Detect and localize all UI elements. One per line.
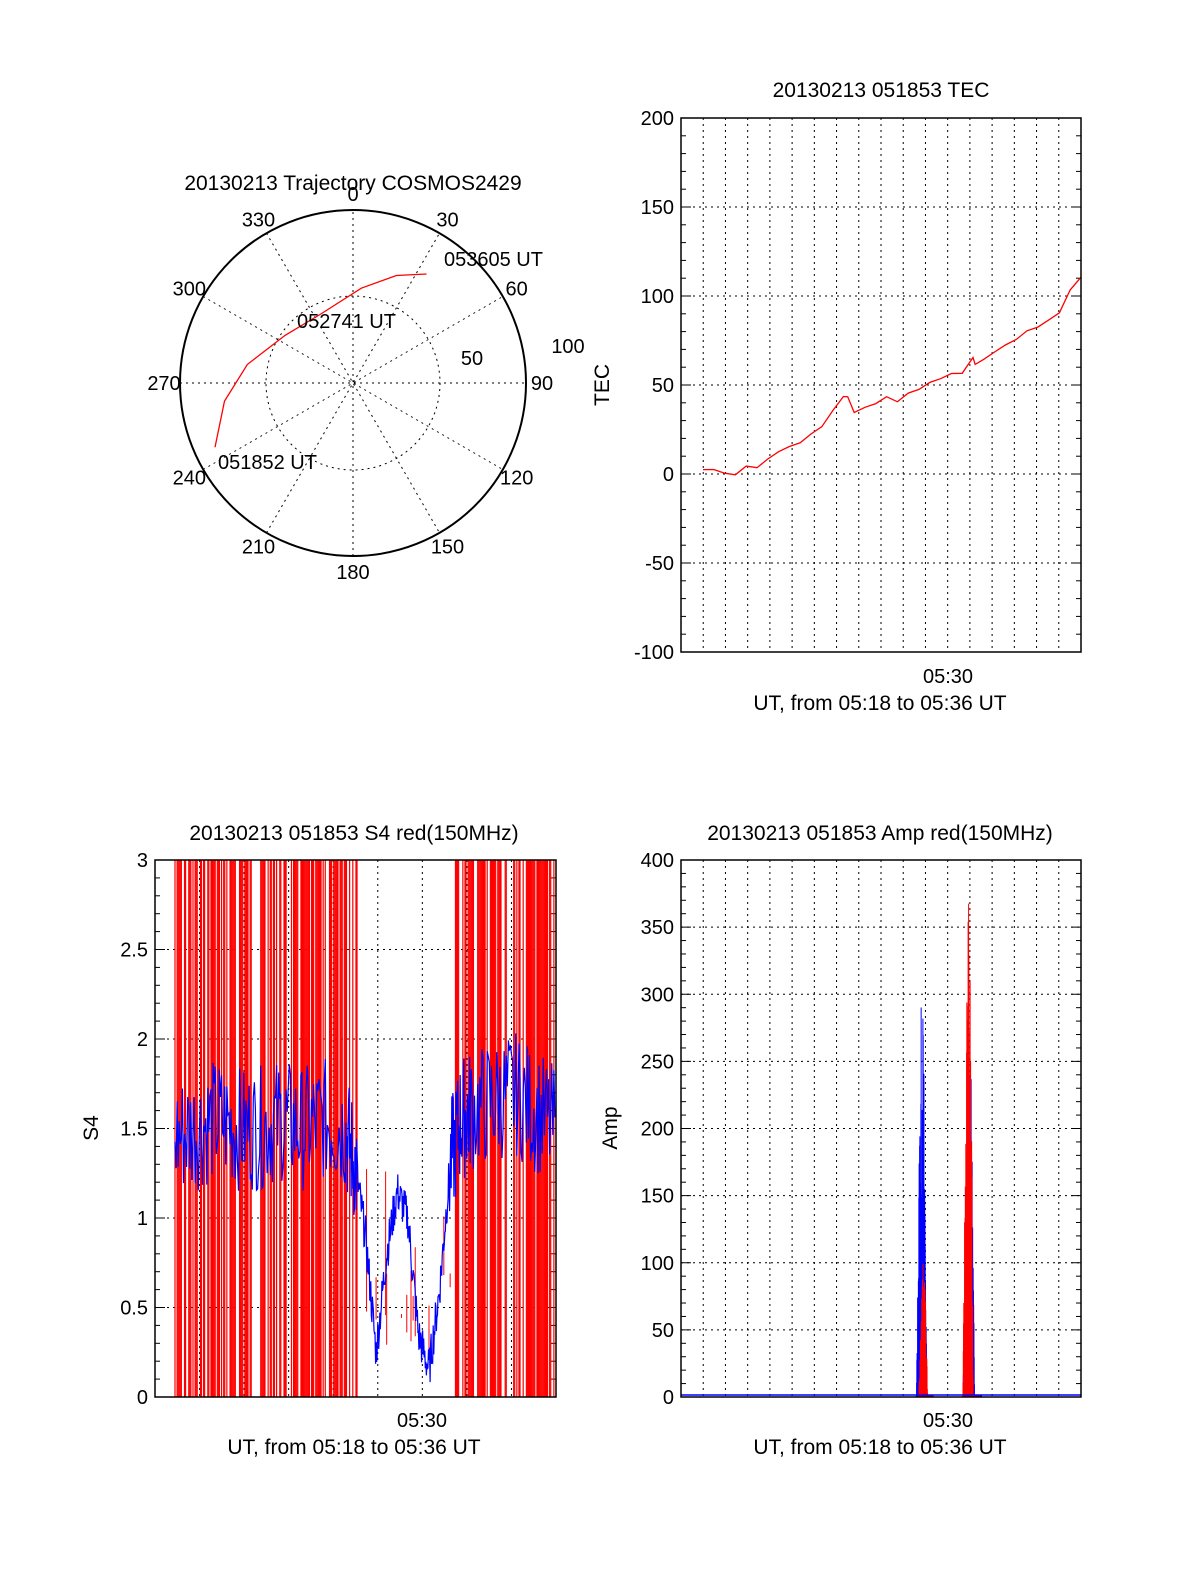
s4-y-tick-labels: 3 2.5 2 1.5 1 0.5 0 [120,850,148,1409]
amp-y-axis-label: Amp [599,1106,622,1149]
trajectory-end-time: 053605 UT [444,249,543,271]
y-tick-label: 150 [641,197,674,219]
trajectory-start-time: 051852 UT [218,452,317,474]
amp-x-axis-label: UT, from 05:18 to 05:36 UT [753,1436,1006,1459]
polar-azimuth-label: 180 [336,562,369,584]
polar-title: 20130213 Trajectory COSMOS2429 [184,172,521,195]
amp-panel: 20130213 051853 Amp red(150MHz) 400 350 30… [599,822,1082,1459]
y-tick-label: 300 [641,984,674,1006]
tec-y-tick-labels: 200 150 100 50 0 -50 -100 [634,108,674,664]
y-tick-label: 0.5 [120,1298,148,1320]
polar-azimuth-label: 330 [242,209,275,231]
y-tick-label: 3 [137,850,148,872]
trajectory-line [214,273,427,448]
tec-series-line [702,276,1082,476]
y-tick-label: 200 [641,108,674,130]
polar-azimuth-label: 60 [506,279,528,301]
amp-red-series [917,903,980,1397]
polar-ring-label-100: 100 [551,336,584,358]
amp-grid [681,860,1081,1397]
y-tick-label: 1 [137,1208,148,1230]
tec-panel: 20130213 051853 TEC 200150100500-50-100 … [591,79,1082,715]
tec-x-axis-label: UT, from 05:18 to 05:36 UT [753,692,1006,715]
y-tick-label: 50 [652,375,674,397]
polar-spoke [266,232,440,534]
amp-plot-frame [680,859,1082,1398]
amp-x-tick-label: 05:30 [923,1410,973,1432]
y-tick-label: 250 [641,1051,674,1073]
polar-azimuth-label: 210 [242,537,275,559]
tec-title: 20130213 051853 TEC [773,79,990,102]
s4-x-tick-label: 05:30 [397,1410,447,1432]
y-tick-label: 350 [641,917,674,939]
polar-azimuth-label: 30 [436,209,458,231]
y-tick-label: -100 [634,642,674,664]
polar-azimuth-label: 150 [431,537,464,559]
trajectory-mid-time: 052741 UT [297,311,396,333]
s4-blue-series-line [174,1033,556,1383]
y-tick-label: 100 [641,286,674,308]
y-tick-label: 2.5 [120,940,148,962]
s4-y-axis-label: S4 [80,1115,103,1141]
y-tick-label: -50 [645,553,674,575]
polar-azimuth-label: 120 [500,468,533,490]
polar-ring-label-50: 50 [461,348,483,370]
y-tick-label: 100 [641,1253,674,1275]
amp-title: 20130213 051853 Amp red(150MHz) [707,822,1053,845]
tec-x-tick-label: 05:30 [923,666,973,688]
polar-azimuth-label: 90 [531,373,553,395]
y-tick-label: 2 [137,1029,148,1051]
y-tick-label: 150 [641,1186,674,1208]
y-tick-label: 0 [663,464,674,486]
polar-spoke [202,296,504,470]
y-tick-label: 200 [641,1119,674,1141]
polar-panel: 20130213 Trajectory COSMOS2429 0 30 60 90 12… [147,172,584,584]
s4-panel: 20130213 051853 S4 red(150MHz) 3 2.5 2 1.5 1… [80,822,557,1459]
polar-spoke [202,296,504,470]
s4-title: 20130213 051853 S4 red(150MHz) [189,822,518,845]
tec-grid [681,118,1081,652]
polar-azimuth-label: 0 [347,184,358,206]
tec-y-axis-label: TEC [591,364,614,406]
polar-spoke [266,232,440,534]
y-tick-label: 1.5 [120,1119,148,1141]
polar-azimuth-labels: 0 30 60 90 120 150 180 210 240 270 300 330 [147,184,553,584]
y-tick-label: 0 [137,1387,148,1409]
amp-y-tick-labels: 400 350 300 250 200 150 100 50 0 [641,850,674,1409]
polar-azimuth-label: 270 [147,373,180,395]
s4-x-axis-label: UT, from 05:18 to 05:36 UT [227,1436,480,1459]
polar-spokes [180,210,526,556]
s4-plot-frame [154,859,557,1398]
y-tick-label: 50 [652,1320,674,1342]
y-tick-label: 0 [663,1387,674,1409]
tec-plot-frame [680,117,1082,653]
polar-azimuth-label: 300 [173,279,206,301]
polar-azimuth-label: 240 [173,468,206,490]
y-tick-label: 400 [641,850,674,872]
